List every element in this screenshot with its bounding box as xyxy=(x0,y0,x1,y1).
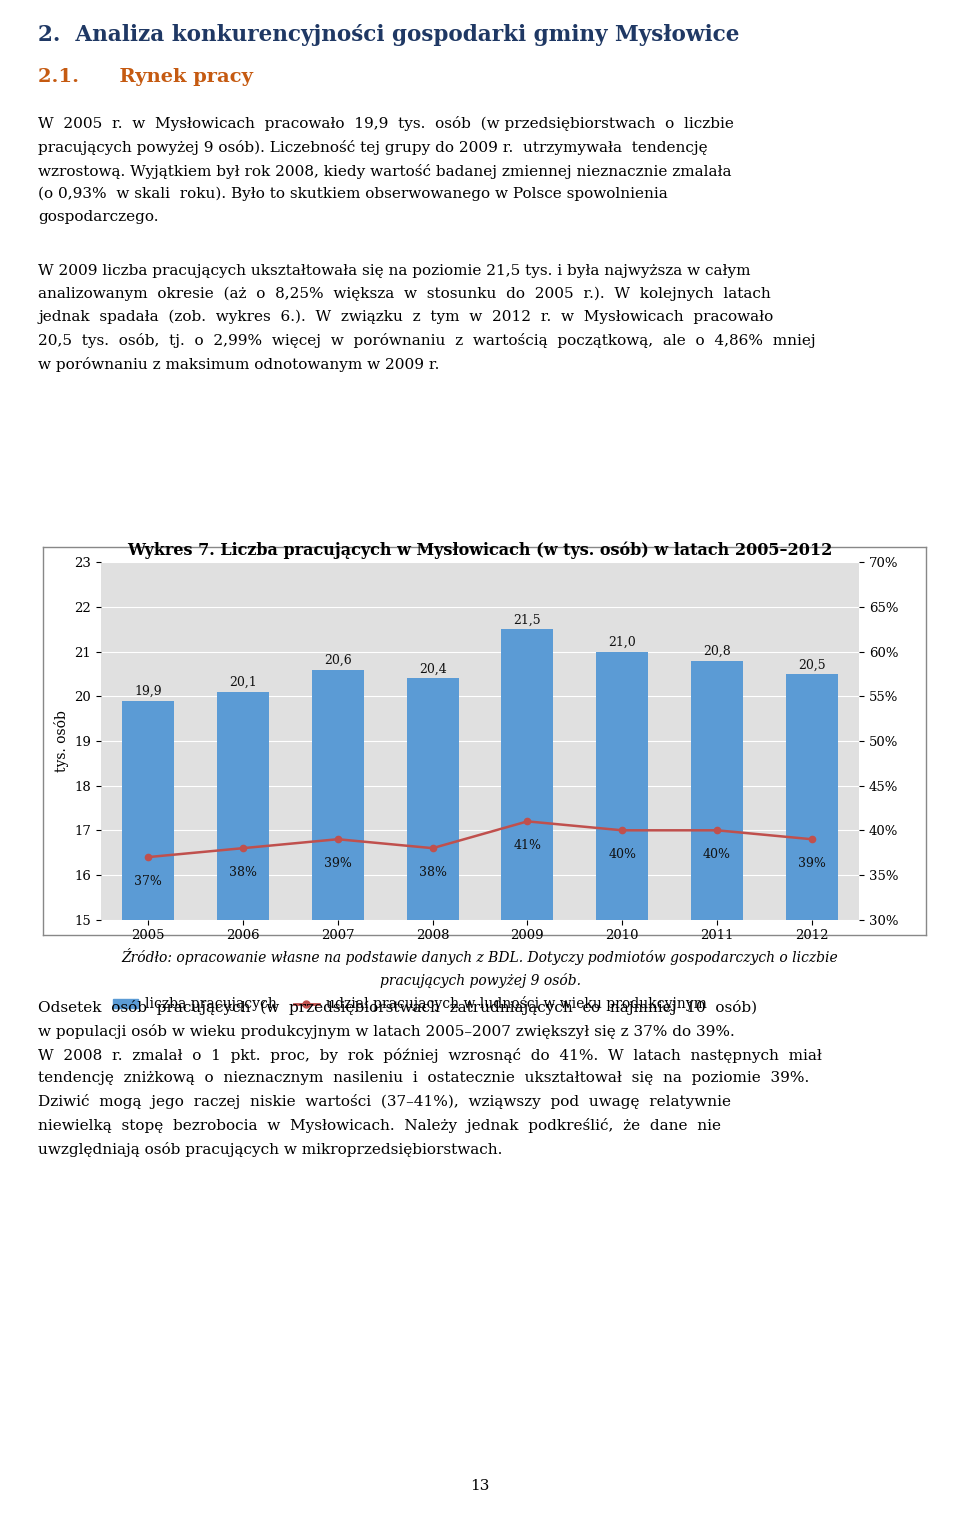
Text: 38%: 38% xyxy=(229,866,257,879)
Bar xyxy=(596,652,648,1520)
Text: 20,8: 20,8 xyxy=(703,644,731,658)
Text: 37%: 37% xyxy=(134,876,162,888)
Text: 13: 13 xyxy=(470,1479,490,1493)
Bar xyxy=(406,678,459,1520)
Text: 40%: 40% xyxy=(609,848,636,862)
Text: 21,0: 21,0 xyxy=(609,635,636,649)
Bar xyxy=(312,669,364,1520)
Text: Źródło: opracowanie własne na podstawie danych z BDL. Dotyczy podmiotów gospodar: Źródło: opracowanie własne na podstawie … xyxy=(122,948,838,965)
Bar xyxy=(501,629,554,1520)
Text: 38%: 38% xyxy=(419,866,446,879)
Text: pracujących powyżej 9 osób.: pracujących powyżej 9 osób. xyxy=(379,973,581,988)
Text: 2.1.      Rynek pracy: 2.1. Rynek pracy xyxy=(38,68,253,87)
Text: 20,5: 20,5 xyxy=(798,658,826,672)
Text: 2.  Analiza konkurencyjności gospodarki gminy Mysłowice: 2. Analiza konkurencyjności gospodarki g… xyxy=(38,24,740,46)
Text: 20,6: 20,6 xyxy=(324,654,351,667)
Text: W  2005  r.  w  Mysłowicach  pracowało  19,9  tys.  osób  (w przedsiębiorstwach : W 2005 r. w Mysłowicach pracowało 19,9 t… xyxy=(38,116,734,223)
Y-axis label: tys. osób: tys. osób xyxy=(54,710,69,772)
Text: 21,5: 21,5 xyxy=(514,614,541,626)
Text: Wykres 7. Liczba pracujących w Mysłowicach (w tys. osób) w latach 2005–2012: Wykres 7. Liczba pracujących w Mysłowica… xyxy=(128,541,832,559)
Text: 39%: 39% xyxy=(798,857,826,869)
Legend: liczba pracujących, udział pracujących w ludności w wieku produkcyjnym: liczba pracujących, udział pracujących w… xyxy=(108,991,712,1017)
Bar xyxy=(122,701,175,1520)
Text: 40%: 40% xyxy=(703,848,731,862)
Text: 41%: 41% xyxy=(514,839,541,853)
Bar xyxy=(217,692,269,1520)
Text: Odsetek  osób  pracujących  (w  przedsiębiorstwach  zatrudniających  co  najmnie: Odsetek osób pracujących (w przedsiębior… xyxy=(38,1000,823,1157)
Text: 39%: 39% xyxy=(324,857,351,869)
Text: W 2009 liczba pracujących ukształtowała się na poziomie 21,5 tys. i była najwyżs: W 2009 liczba pracujących ukształtowała … xyxy=(38,264,816,372)
Bar xyxy=(691,661,743,1520)
Text: 19,9: 19,9 xyxy=(134,686,162,698)
Text: 20,1: 20,1 xyxy=(229,676,257,689)
Text: 20,4: 20,4 xyxy=(419,663,446,676)
Bar xyxy=(785,673,838,1520)
